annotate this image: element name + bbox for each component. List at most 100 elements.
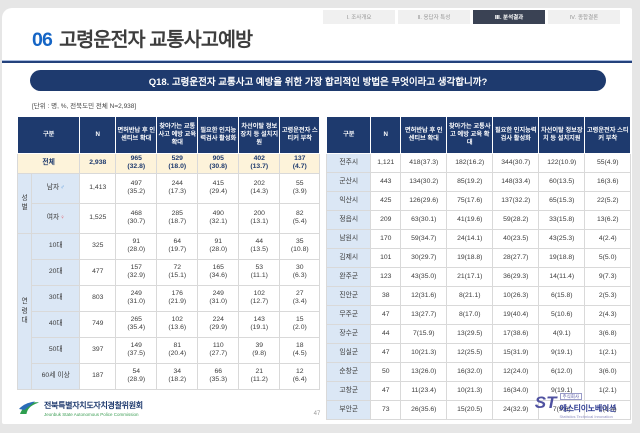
row-n: 397: [79, 336, 117, 364]
row-label: 장수군: [326, 324, 372, 344]
data-cell: 40(23.5): [492, 229, 540, 249]
data-cell: 490 (32.1): [197, 202, 240, 234]
data-cell: 24(14.1): [446, 229, 494, 249]
col-header-option-1: 면허반납 후 인센티브 확대: [400, 116, 448, 154]
data-cell: 9(7.3): [584, 267, 632, 287]
table-row: 20대 477 157 (32.9) 72 (15.1) 165 (34.6) 53 (11.1)…: [18, 258, 321, 286]
data-cell: 2(5.3): [584, 286, 632, 306]
data-cell: 60(13.5): [538, 172, 586, 192]
group-label-gender: 성별: [16, 172, 33, 234]
data-cell: 2(4.3): [584, 305, 632, 325]
row-n: 425: [370, 191, 402, 211]
data-cell: 27 (3.4): [279, 284, 321, 312]
data-cell: 905 (30.8): [197, 153, 240, 174]
row-label: 정읍시: [326, 210, 372, 230]
data-cell: 3(6.8): [584, 324, 632, 344]
data-cell: 5(10.6): [538, 305, 586, 325]
data-cell: 1(2.1): [584, 343, 632, 363]
row-n: 477: [79, 258, 117, 286]
data-cell: 285 (18.7): [156, 202, 199, 234]
row-label: 임실군: [326, 343, 372, 363]
table-row: 완주군 123 43(35.0) 21(17.1) 36(29.3) 14(11.4) 9(…: [326, 267, 632, 287]
table-row: 진안군 38 12(31.6) 8(21.1) 10(26.3) 6(15.8) 2(5.3…: [326, 286, 632, 306]
col-header-option-2: 찾아가는 교통사고 예방 교육 확대: [446, 116, 494, 154]
data-cell: 13(6.2): [584, 210, 632, 230]
police-commission-text: 전북특별자치도자치경찰위원회 Jeonbuk State Autonomous …: [44, 400, 143, 417]
data-cell: 15(31.9): [492, 343, 540, 363]
police-commission-name-en: Jeonbuk State Autonomous Police Commissi…: [44, 411, 139, 417]
data-cell: 249 (31.0): [197, 284, 240, 312]
data-cell: 75(17.6): [446, 191, 494, 211]
company-name-kr: 에스티이노베이션: [559, 404, 617, 413]
st-innovation-logo: ST 주식회사 에스티이노베이션 Statistics Technical In…: [535, 385, 616, 419]
data-cell: 165 (34.6): [197, 258, 240, 286]
question-text: Q18. 고령운전자 교통사고 예방을 위한 가장 합리적인 방법은 무엇이라고…: [148, 76, 488, 88]
data-cell: 15(20.5): [446, 400, 494, 420]
unit-note: [단위 : 명, %, 전북도민 전체 N=2,938]: [32, 103, 137, 110]
police-commission-name-kr: 전북특별자치도자치경찰위원회: [44, 400, 143, 410]
data-cell: 81 (20.4): [156, 336, 199, 364]
row-n: 1,121: [370, 153, 402, 173]
table-row: 부안군 73 26(35.6) 15(20.5) 24(32.9) 7(9.6) 1(1.4…: [326, 400, 632, 420]
row-n: 73: [370, 400, 402, 420]
data-cell: 33(15.8): [538, 210, 586, 230]
data-cell: 21 (11.2): [238, 362, 281, 390]
data-cell: 497 (35.2): [115, 172, 158, 204]
slide: Ⅰ. 조사개요 Ⅱ. 응답자 특성 Ⅲ. 분석결과 Ⅳ. 종합결론 06 고령운전자 교…: [2, 8, 632, 424]
police-commission-logo: 전북특별자치도자치경찰위원회 Jeonbuk State Autonomous …: [18, 399, 143, 417]
data-cell: 16(3.6): [584, 172, 632, 192]
col-header-category: 구분: [16, 116, 81, 154]
col-header-option-3: 필요한 인지능력검사 활성화: [197, 116, 240, 154]
data-cell: 244 (17.3): [156, 172, 199, 204]
data-cell: 134(30.2): [400, 172, 448, 192]
section-number: 06: [32, 29, 53, 51]
data-cell: 30 (6.3): [279, 258, 321, 286]
st-innovation-text: 주식회사 에스티이노베이션 Statistics Technical Innov…: [559, 385, 617, 419]
data-cell: 7(9.6): [538, 400, 586, 420]
row-label: 무주군: [326, 305, 372, 325]
nav-tab-1[interactable]: Ⅰ. 조사개요: [323, 10, 395, 24]
data-cell: 39 (9.8): [238, 336, 281, 364]
page-title: 06 고령운전자 교통사고예방: [32, 23, 253, 52]
col-header-option-1: 면허반납 후 인센티브 확대: [115, 116, 158, 154]
data-cell: 13(29.5): [446, 324, 494, 344]
data-cell: 157 (32.9): [115, 258, 158, 286]
table-row: 60세 이상 187 54 (28.9) 34 (18.2) 66 (35.3) 21 (11.2…: [18, 362, 321, 390]
data-cell: 10(21.3): [400, 343, 448, 363]
row-n: 187: [79, 362, 117, 390]
data-cell: 12(31.6): [400, 286, 448, 306]
st-logo-icon: ST: [534, 392, 557, 412]
col-header-n: N: [79, 116, 117, 154]
row-label: 남원시: [326, 229, 372, 249]
col-header-option-5: 고령운전자 스티커 부착: [279, 116, 321, 154]
row-label: 고창군: [326, 381, 372, 401]
table-row: 연령대 10대 325 91 (28.0) 64 (19.7) 91 (28.0) 44 (13.5…: [16, 232, 321, 390]
data-cell: 418(37.3): [400, 153, 448, 173]
data-cell: 13(26.0): [400, 362, 448, 382]
nav-tab-3[interactable]: Ⅲ. 분석결과: [473, 10, 545, 24]
data-cell: 63(30.1): [400, 210, 448, 230]
row-label: 여자♀: [31, 202, 81, 234]
data-cell: 19(18.8): [538, 248, 586, 268]
data-cell: 19(18.8): [446, 248, 494, 268]
data-cell: 53 (11.1): [238, 258, 281, 286]
nav-tab-4[interactable]: Ⅳ. 종합결론: [548, 10, 620, 24]
data-cell: 176 (21.9): [156, 284, 199, 312]
row-label: 순창군: [326, 362, 372, 382]
table-row: 김제시 101 30(29.7) 19(18.8) 28(27.7) 19(18.8) 5(…: [326, 248, 632, 268]
nav-tab-2[interactable]: Ⅱ. 응답자 특성: [398, 10, 470, 24]
data-cell: 224 (29.9): [197, 310, 240, 338]
data-cell: 59(28.2): [492, 210, 540, 230]
data-cell: 54 (28.9): [115, 362, 158, 390]
row-n: 47: [370, 343, 402, 363]
data-cell: 36(29.3): [492, 267, 540, 287]
col-header-option-4: 차선이탈 정보장치 등 설치지원: [238, 116, 281, 154]
data-cell: 126(29.6): [400, 191, 448, 211]
row-n: 749: [79, 310, 117, 338]
row-label: 전체: [16, 153, 81, 174]
data-cell: 59(34.7): [400, 229, 448, 249]
row-label: 완주군: [326, 267, 372, 287]
data-cell: 202 (14.3): [238, 172, 281, 204]
data-cell: 85(19.2): [446, 172, 494, 192]
data-cell: 91 (28.0): [115, 232, 158, 260]
